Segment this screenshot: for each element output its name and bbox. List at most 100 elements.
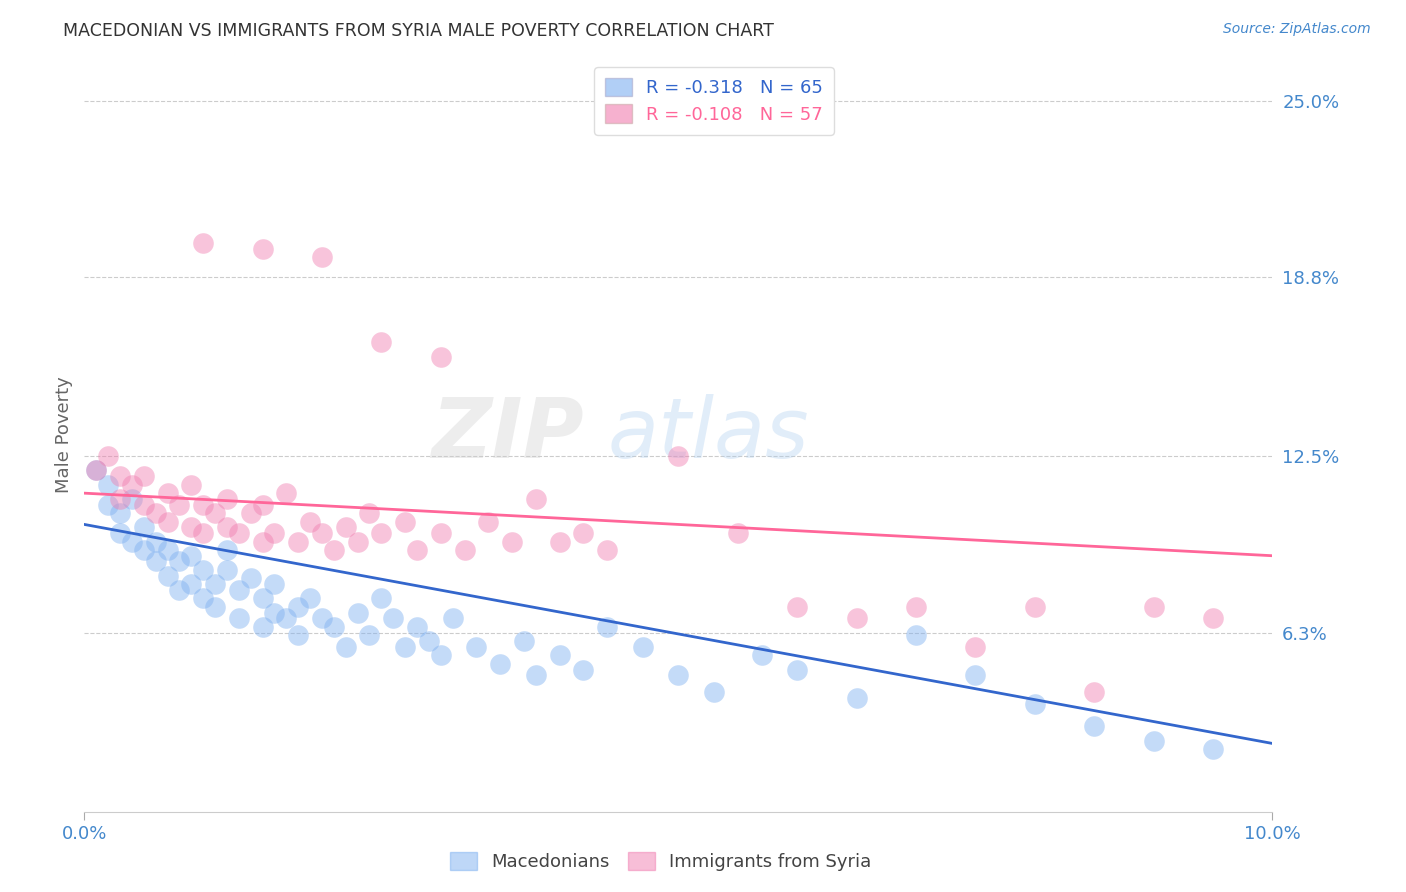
Point: [180, 520, 202, 534]
Point: [430, 526, 453, 541]
Point: [430, 648, 453, 663]
Point: [204, 506, 226, 520]
Point: [727, 526, 749, 541]
Point: [84, 463, 107, 477]
Point: [252, 591, 274, 606]
Point: [751, 648, 773, 663]
Point: [965, 668, 987, 682]
Point: [406, 620, 429, 634]
Point: [548, 534, 571, 549]
Point: [108, 506, 131, 520]
Legend: R = -0.318   N = 65, R = -0.108   N = 57: R = -0.318 N = 65, R = -0.108 N = 57: [593, 67, 834, 135]
Point: [145, 506, 167, 520]
Point: [121, 477, 143, 491]
Point: [845, 611, 868, 625]
Point: [311, 250, 333, 264]
Point: [668, 668, 690, 682]
Point: [322, 543, 344, 558]
Point: [145, 534, 167, 549]
Point: [1024, 599, 1046, 614]
Point: [97, 477, 120, 491]
Point: [180, 577, 202, 591]
Point: [1024, 697, 1046, 711]
Point: [418, 634, 440, 648]
Point: [97, 449, 120, 463]
Point: [228, 582, 250, 597]
Text: atlas: atlas: [607, 394, 808, 475]
Point: [845, 690, 868, 705]
Point: [215, 543, 238, 558]
Point: [299, 515, 322, 529]
Point: [524, 491, 547, 506]
Point: [786, 599, 808, 614]
Point: [121, 534, 143, 549]
Point: [263, 526, 285, 541]
Point: [276, 486, 298, 500]
Point: [548, 648, 571, 663]
Point: [370, 335, 392, 350]
Point: [132, 543, 155, 558]
Point: [382, 611, 405, 625]
Point: [394, 640, 416, 654]
Point: [668, 449, 690, 463]
Text: ZIP: ZIP: [430, 394, 583, 475]
Point: [132, 520, 155, 534]
Point: [156, 486, 179, 500]
Point: [406, 543, 429, 558]
Point: [311, 611, 333, 625]
Point: [263, 577, 285, 591]
Point: [465, 640, 488, 654]
Point: [1083, 685, 1105, 699]
Point: [287, 534, 309, 549]
Point: [180, 549, 202, 563]
Point: [252, 242, 274, 256]
Point: [631, 640, 654, 654]
Legend: Macedonians, Immigrants from Syria: Macedonians, Immigrants from Syria: [443, 845, 879, 879]
Point: [239, 572, 262, 586]
Point: [359, 628, 381, 642]
Point: [97, 498, 120, 512]
Point: [596, 543, 619, 558]
Point: [477, 515, 499, 529]
Point: [311, 526, 333, 541]
Point: [191, 235, 215, 250]
Point: [430, 350, 453, 364]
Point: [215, 491, 238, 506]
Point: [596, 620, 619, 634]
Point: [204, 577, 226, 591]
Point: [191, 563, 215, 577]
Text: Source: ZipAtlas.com: Source: ZipAtlas.com: [1223, 22, 1371, 37]
Point: [180, 477, 202, 491]
Point: [156, 543, 179, 558]
Point: [335, 640, 357, 654]
Point: [169, 582, 191, 597]
Point: [228, 526, 250, 541]
Point: [1202, 611, 1225, 625]
Point: [287, 599, 309, 614]
Point: [239, 506, 262, 520]
Point: [1202, 742, 1225, 756]
Point: [453, 543, 475, 558]
Point: [1143, 599, 1166, 614]
Point: [703, 685, 725, 699]
Y-axis label: Male Poverty: Male Poverty: [55, 376, 73, 493]
Point: [1083, 719, 1105, 733]
Point: [276, 611, 298, 625]
Point: [346, 534, 368, 549]
Point: [346, 606, 368, 620]
Point: [228, 611, 250, 625]
Point: [132, 469, 155, 483]
Point: [252, 498, 274, 512]
Point: [572, 526, 595, 541]
Point: [370, 591, 392, 606]
Point: [156, 568, 179, 582]
Point: [441, 611, 464, 625]
Point: [287, 628, 309, 642]
Point: [169, 554, 191, 568]
Point: [335, 520, 357, 534]
Point: [263, 606, 285, 620]
Point: [156, 515, 179, 529]
Point: [108, 491, 131, 506]
Point: [204, 599, 226, 614]
Point: [370, 526, 392, 541]
